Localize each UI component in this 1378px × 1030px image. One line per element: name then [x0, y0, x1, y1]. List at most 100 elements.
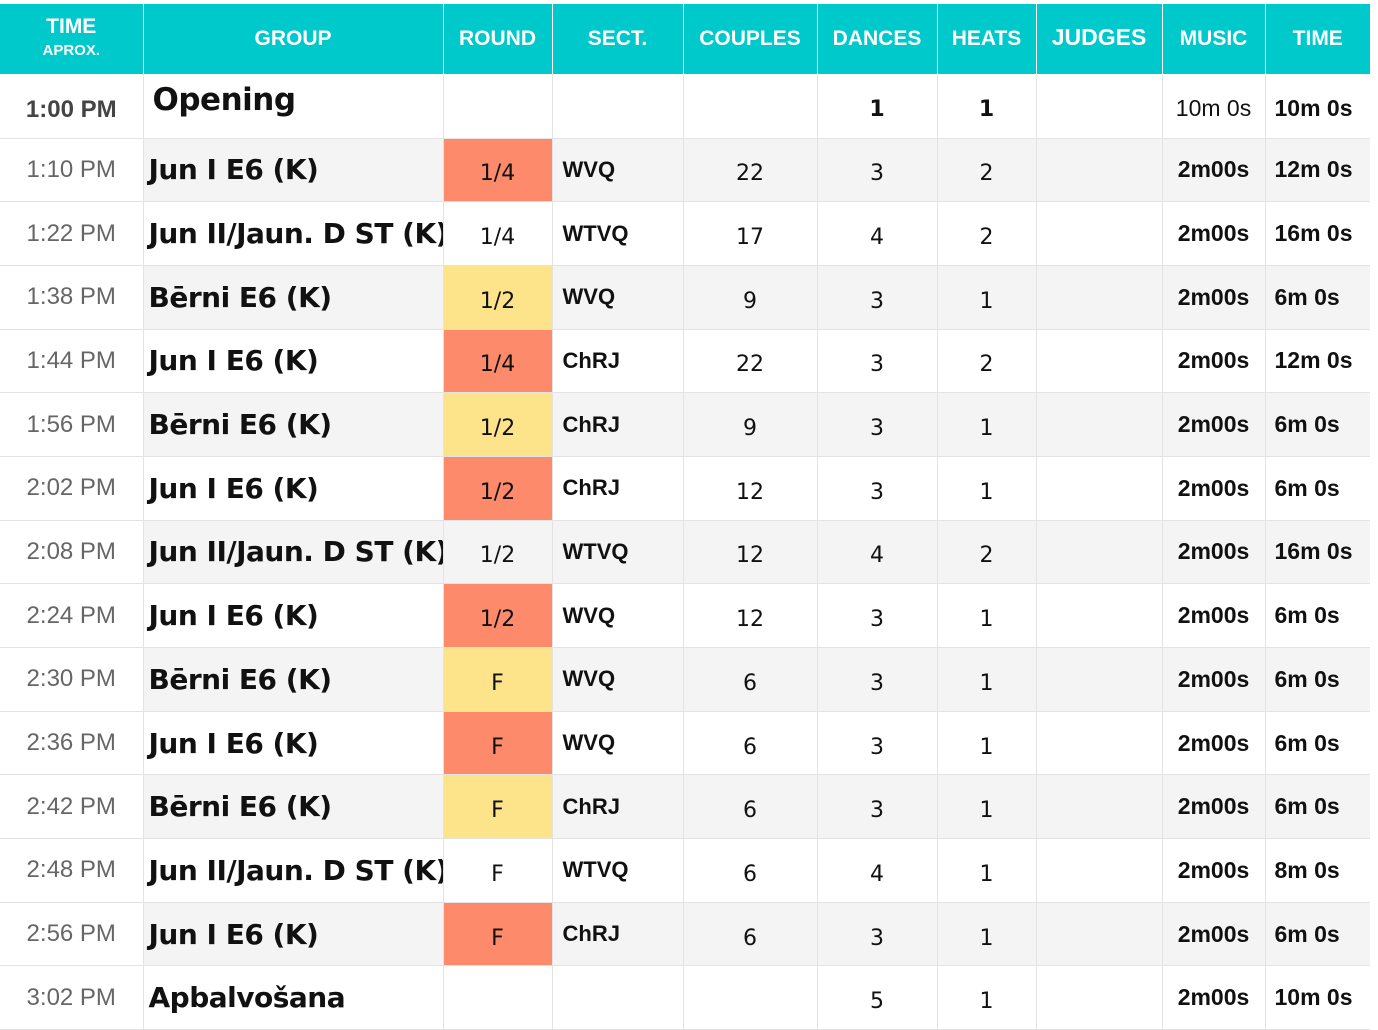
time-cell: 2:08 PM: [0, 520, 144, 585]
header-judges: JUDGES: [1036, 4, 1163, 74]
section-cell: ChRJ: [552, 456, 684, 521]
total-time-cell: 8m 0s: [1265, 838, 1370, 903]
total-time-cell: 16m 0s: [1265, 201, 1370, 266]
section-cell: WTVQ: [552, 201, 684, 266]
section-cell: [552, 965, 684, 1030]
dances-cell: 3: [817, 392, 938, 457]
judges-cell: [1036, 74, 1163, 139]
music-cell: 2m00s: [1162, 456, 1266, 521]
music-cell: 2m00s: [1162, 201, 1266, 266]
section-cell: WVQ: [552, 583, 684, 648]
dances-cell: 4: [817, 838, 938, 903]
section-cell: ChRJ: [552, 902, 684, 967]
table-row: 1:22 PM Jun II/Jaun. D ST (K) 1/4 WTVQ 17 4 2 2…: [0, 201, 1370, 266]
group-cell: Jun II/Jaun. D ST (K): [143, 201, 444, 266]
group-cell: Bērni E6 (K): [143, 647, 444, 712]
section-cell: WVQ: [552, 711, 684, 776]
heats-cell: 1: [937, 774, 1037, 840]
judges-cell: [1036, 456, 1163, 521]
couples-cell: 17: [683, 201, 818, 266]
heats-cell: 1: [937, 456, 1037, 521]
section-cell: ChRJ: [552, 392, 684, 457]
table-row: 3:02 PM Apbalvošana 5 1 2m00s 10m 0s: [0, 965, 1370, 1030]
couples-cell: 12: [683, 520, 818, 585]
couples-cell: 9: [683, 392, 818, 457]
total-time-cell: 6m 0s: [1265, 456, 1370, 521]
group-cell: Jun I E6 (K): [143, 138, 444, 203]
couples-cell: 6: [683, 838, 818, 903]
table-row: 2:56 PM Jun I E6 (K) F ChRJ 6 3 1 2m00s 6m 0s: [0, 902, 1370, 967]
couples-cell: 6: [683, 902, 818, 967]
round-cell: F: [443, 711, 553, 776]
music-cell: 2m00s: [1162, 138, 1266, 203]
couples-cell: 12: [683, 456, 818, 521]
judges-cell: [1036, 329, 1163, 394]
header-total-time: TIME: [1292, 27, 1343, 50]
judges-cell: [1036, 838, 1163, 903]
header-time-sub: APROX.: [42, 42, 100, 59]
heats-cell: 1: [937, 838, 1037, 903]
music-cell: 2m00s: [1162, 965, 1266, 1030]
header-round: ROUND: [443, 4, 553, 74]
round-cell: F: [443, 838, 553, 903]
heats-cell: 1: [937, 647, 1037, 712]
table-row: 1:44 PM Jun I E6 (K) 1/4 ChRJ 22 3 2 2m00s 12m 0…: [0, 329, 1370, 394]
group-cell: Bērni E6 (K): [143, 392, 444, 457]
music-cell: 2m00s: [1162, 583, 1266, 648]
judges-cell: [1036, 392, 1163, 457]
table-body: 1:00 PM Opening 1 1 10m 0s 10m 0s 1:10 PM Jun I…: [0, 74, 1370, 1030]
time-cell: 2:30 PM: [0, 647, 144, 712]
table-row: 2:30 PM Bērni E6 (K) F WVQ 6 3 1 2m00s 6m 0s: [0, 647, 1370, 712]
section-cell: ChRJ: [552, 774, 684, 840]
couples-cell: [683, 965, 818, 1030]
header-time-label: TIME: [46, 15, 97, 38]
time-cell: 3:02 PM: [0, 965, 144, 1030]
music-cell: 2m00s: [1162, 392, 1266, 457]
section-cell: WVQ: [552, 265, 684, 330]
group-cell: Bērni E6 (K): [143, 265, 444, 330]
time-cell: 2:56 PM: [0, 902, 144, 967]
total-time-cell: 6m 0s: [1265, 774, 1370, 840]
time-cell: 1:10 PM: [0, 138, 144, 203]
table-row: 1:00 PM Opening 1 1 10m 0s 10m 0s: [0, 74, 1370, 139]
time-cell: 1:00 PM: [0, 74, 144, 139]
header-music: MUSIC: [1162, 4, 1266, 74]
dances-cell: 3: [817, 902, 938, 967]
group-cell: Opening: [143, 74, 444, 139]
judges-cell: [1036, 711, 1163, 776]
round-cell: [443, 74, 553, 139]
music-cell: 2m00s: [1162, 329, 1266, 394]
couples-cell: 6: [683, 647, 818, 712]
round-cell: 1/2: [443, 520, 553, 585]
time-cell: 1:38 PM: [0, 265, 144, 330]
round-cell: 1/4: [443, 329, 553, 394]
dances-cell: 3: [817, 647, 938, 712]
heats-cell: 1: [937, 583, 1037, 648]
section-cell: WVQ: [552, 138, 684, 203]
section-cell: WVQ: [552, 647, 684, 712]
heats-cell: 1: [937, 711, 1037, 776]
couples-cell: 6: [683, 711, 818, 776]
heats-cell: 2: [937, 520, 1037, 585]
group-cell: Jun I E6 (K): [143, 329, 444, 394]
round-cell: F: [443, 647, 553, 712]
music-cell: 2m00s: [1162, 902, 1266, 967]
group-cell: Apbalvošana: [143, 965, 444, 1030]
dances-cell: 1: [817, 74, 938, 139]
total-time-cell: 6m 0s: [1265, 647, 1370, 712]
couples-cell: 6: [683, 774, 818, 840]
judges-cell: [1036, 583, 1163, 648]
judges-cell: [1036, 201, 1163, 266]
total-time-cell: 12m 0s: [1265, 138, 1370, 203]
dances-cell: 3: [817, 711, 938, 776]
round-cell: [443, 965, 553, 1030]
dances-cell: 3: [817, 265, 938, 330]
music-cell: 2m00s: [1162, 838, 1266, 903]
total-time-cell: 12m 0s: [1265, 329, 1370, 394]
group-cell: Bērni E6 (K): [143, 774, 444, 840]
time-cell: 1:22 PM: [0, 201, 144, 266]
time-cell: 2:36 PM: [0, 711, 144, 776]
dances-cell: 3: [817, 774, 938, 840]
table-row: 2:08 PM Jun II/Jaun. D ST (K) 1/2 WTVQ 12 4 2 2…: [0, 520, 1370, 585]
music-cell: 2m00s: [1162, 520, 1266, 585]
